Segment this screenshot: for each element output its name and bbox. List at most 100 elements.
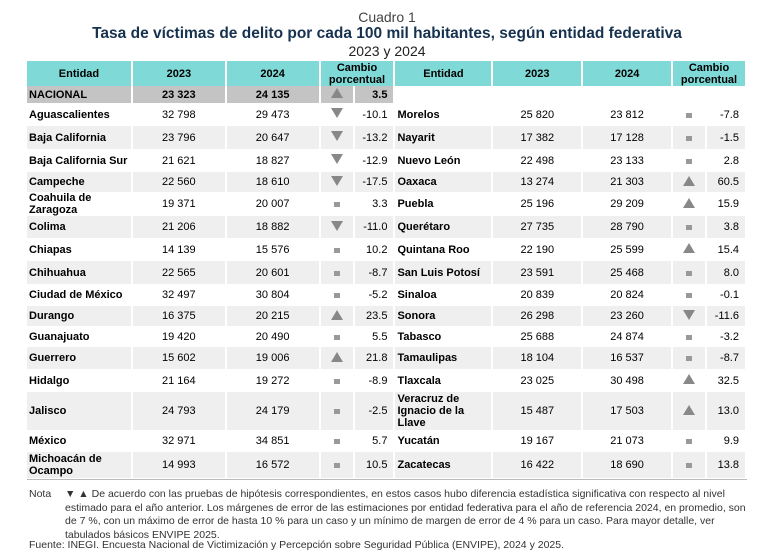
header-entidad: Entidad [27, 61, 133, 86]
entity-name: Hidalgo [27, 369, 133, 392]
entity-name: Chihuahua [27, 261, 133, 284]
change-indicator [319, 103, 356, 126]
change-indicator [672, 284, 707, 306]
square-icon [685, 112, 692, 118]
change-indicator [672, 216, 707, 238]
value-2024: 20 215 [225, 306, 321, 326]
change-indicator [672, 306, 707, 326]
value-2023: 23 323 [131, 86, 227, 103]
table-row: Baja California 23 796 20 647 -13.2 Nayar… [27, 126, 748, 149]
value-2023: 22 565 [131, 261, 227, 284]
value-2024: 29 473 [225, 103, 321, 126]
table-title: Tasa de víctimas de delito por cada 100 … [92, 25, 682, 42]
value-2023: 13 274 [492, 172, 584, 192]
entity-name: Tlaxcala [394, 369, 494, 392]
value-2023: 22 560 [131, 172, 227, 192]
change-value: 21.8 [354, 347, 396, 369]
change-value: 5.5 [354, 326, 396, 347]
entity-name: Campeche [27, 172, 133, 192]
value-2023: 16 422 [492, 452, 584, 478]
entity-name: Yucatán [394, 430, 494, 452]
triangle-down-icon [331, 220, 343, 231]
entity-name: Morelos [394, 103, 494, 126]
square-icon [334, 247, 340, 253]
value-2024: 20 824 [582, 284, 673, 306]
change-indicator [319, 216, 356, 238]
value-2023: 15 487 [492, 392, 584, 430]
value-2023: 14 993 [131, 452, 227, 478]
value-2023: 32 497 [131, 284, 227, 306]
entity-name: Chiapas [27, 238, 133, 261]
square-icon [334, 293, 340, 298]
change-value: -1.5 [705, 126, 748, 149]
change-value: 13.8 [705, 452, 748, 478]
change-value: 60.5 [705, 172, 748, 192]
change-indicator [319, 392, 356, 430]
triangle-down-icon [682, 309, 695, 320]
value-2023: 21 206 [131, 216, 227, 238]
value-2024: 34 851 [225, 430, 321, 452]
value-2023: 23 025 [492, 369, 584, 392]
triangle-up-icon [682, 175, 695, 186]
square-icon [334, 439, 340, 444]
triangle-up-icon [682, 197, 695, 208]
value-2023: 16 375 [131, 306, 227, 326]
triangle-down-icon [331, 108, 343, 118]
square-icon [685, 463, 692, 468]
square-icon [334, 409, 340, 414]
change-value: 15.4 [705, 238, 748, 261]
change-value: -8.9 [354, 369, 396, 392]
value-2024: 18 610 [225, 172, 321, 192]
value-2024: 20 490 [225, 326, 321, 347]
table-row: Campeche 22 560 18 610 -17.5 Oaxaca 13 27… [27, 172, 748, 192]
value-2023: 22 498 [492, 149, 584, 172]
entity-name: Coahuila de Zaragoza [27, 192, 133, 216]
entity-name: Ciudad de México [27, 284, 133, 306]
square-icon [334, 202, 340, 207]
value-2023: 21 621 [131, 149, 227, 172]
change-indicator [672, 347, 707, 369]
value-2024: 16 537 [582, 347, 673, 369]
change-indicator [319, 192, 356, 216]
value-2024: 21 303 [582, 172, 673, 192]
change-value: -2.5 [354, 392, 396, 430]
change-value: -8.7 [705, 347, 748, 369]
entity-name: Durango [27, 306, 133, 326]
triangle-up-icon [682, 404, 695, 415]
triangle-up-icon [682, 243, 695, 253]
value-2024: 25 468 [582, 261, 673, 284]
value-2024: 20 647 [225, 126, 321, 149]
change-value: 10.2 [354, 238, 396, 261]
table-subtitle: 2023 y 2024 [348, 43, 426, 59]
value-2024: 24 179 [225, 392, 321, 430]
value-2024: 19 272 [225, 369, 321, 392]
change-value: -8.7 [354, 261, 396, 284]
value-2024: 23 260 [582, 306, 673, 326]
value-2024: 21 073 [582, 430, 673, 452]
entity-name: Querétaro [394, 216, 494, 238]
header-entidad: Entidad [394, 61, 494, 86]
entity-name: Zacatecas [394, 452, 494, 478]
change-value: -5.2 [354, 284, 396, 306]
value-2024: 30 804 [225, 284, 321, 306]
entity-name: Baja California Sur [27, 149, 133, 172]
value-2023: 15 602 [131, 347, 227, 369]
value-2024: 18 690 [582, 452, 673, 478]
table-row: Hidalgo 21 164 19 272 -8.9 Tlaxcala 23 02… [27, 369, 748, 392]
table-row: Durango 16 375 20 215 23.5 Sonora 26 298 … [27, 306, 748, 326]
value-2024: 20 007 [225, 192, 321, 216]
header-2024: 2024 [225, 61, 321, 86]
square-icon [334, 334, 340, 340]
change-indicator [319, 86, 356, 103]
entity-name: Quintana Roo [394, 238, 494, 261]
entity-name: Sinaloa [394, 284, 494, 306]
entity-name: NACIONAL [27, 86, 133, 103]
change-value: 3.3 [354, 192, 396, 216]
square-icon [685, 334, 692, 340]
change-indicator [319, 430, 356, 452]
value-2024: 19 006 [225, 347, 321, 369]
value-2023: 19 371 [131, 192, 227, 216]
change-indicator [672, 430, 707, 452]
square-icon [685, 135, 692, 141]
entity-name: Sonora [394, 306, 494, 326]
